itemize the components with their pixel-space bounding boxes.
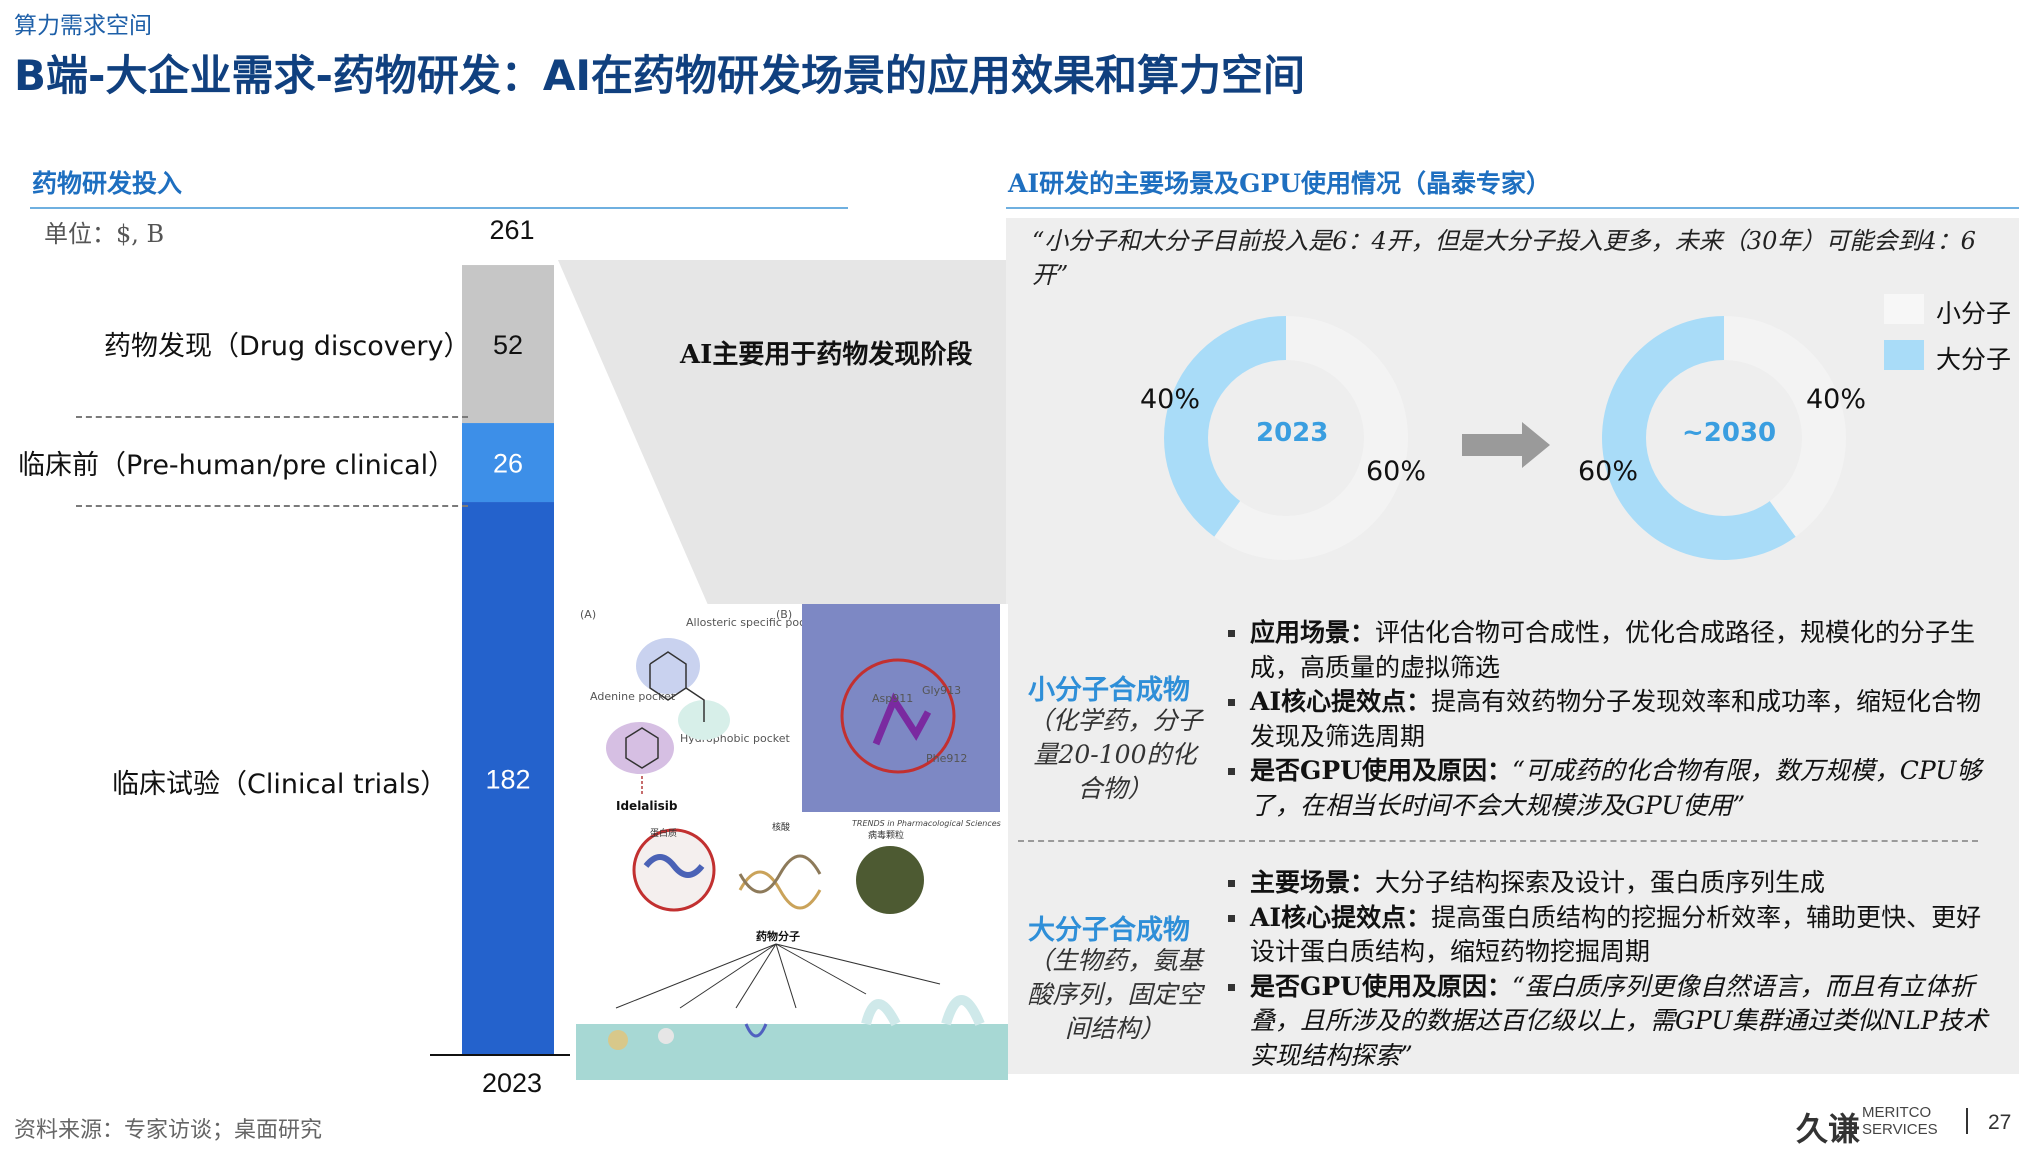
- company-logo: 久谦: [1796, 1110, 1861, 1148]
- legend-label-small: 小分子: [1936, 299, 2012, 328]
- bar-total-label: 261: [489, 220, 534, 245]
- molecule-bond: [685, 687, 705, 722]
- drug-illustration: (A) (B) Allosteric specific pocket Adeni…: [576, 604, 1008, 1080]
- bar-segment: [462, 502, 554, 1055]
- channel-protein: [744, 1023, 768, 1038]
- source-note: 资料来源：专家访谈；桌面研究: [14, 1118, 323, 1143]
- content-panel: [1006, 218, 2019, 1074]
- allosteric-pocket: [636, 638, 700, 694]
- unit-label: 单位：$, B: [44, 220, 165, 248]
- legend-swatch-small: [1884, 294, 1924, 324]
- donut-2023: [1164, 316, 1408, 560]
- journal-credit: TRENDS in Pharmacological Sciences: [852, 819, 1001, 828]
- small-molecule-title: 小分子合成物: [1028, 675, 1190, 706]
- left-section-heading: 药物研发投入: [32, 169, 183, 198]
- slice-label-small: 40%: [1806, 384, 1867, 415]
- legend-swatch-large: [1884, 340, 1924, 370]
- allosteric-label: Allosteric specific pocket: [686, 616, 823, 629]
- donut-center-label: ~2030: [1682, 418, 1777, 448]
- dna-strand: [738, 870, 822, 910]
- drug-molecule-label: 药物分子: [756, 929, 800, 943]
- donut-hole: [1646, 360, 1802, 516]
- ai-stage-label: AI主要用于药物发现阶段: [680, 340, 973, 370]
- section-tag: 算力需求空间: [14, 13, 152, 39]
- residue-label: Asp911: [872, 692, 913, 705]
- donut-2030: [1602, 316, 1846, 560]
- dna-strand: [738, 854, 822, 894]
- drug-name-label: Idelalisib: [616, 799, 678, 813]
- category-divider: [1018, 840, 1978, 842]
- bullet-item: 是否GPU使用及原因：“蛋白质序列更像自然语言，而且有立体折叠，且所涉及的数据达…: [1226, 970, 1996, 1074]
- bar-segment: [462, 265, 554, 424]
- donut-hole: [1208, 360, 1364, 516]
- virus-label: 病毒颗粒: [868, 829, 904, 841]
- bar-segment: [462, 423, 554, 503]
- binding-site-circle: [840, 658, 956, 774]
- panel-a-label: (A): [580, 608, 596, 621]
- large-molecule-subtitle: （生物药，氨基酸序列，固定空间结构）: [1027, 946, 1203, 1043]
- bar-value-label: 182: [485, 765, 530, 795]
- logo-line: SERVICES: [1862, 1121, 1938, 1138]
- legend-preclinical: 临床前（Pre-human/pre clinical）: [18, 450, 456, 481]
- protein-chain: [643, 854, 705, 878]
- page-number: 27: [1988, 1111, 2012, 1134]
- residue-label: Phe912: [926, 752, 967, 765]
- slice-label-large: 40%: [1140, 384, 1201, 415]
- small-molecule-subtitle: （化学药，分子量20-100的化合物）: [1027, 706, 1203, 803]
- right-section-heading: AI研发的主要场景及GPU使用情况（晶泰专家）: [1008, 169, 1552, 198]
- bar-value-label: 52: [493, 330, 523, 360]
- target-tree: [615, 943, 941, 1009]
- membrane-protein: [658, 1028, 674, 1044]
- adenine-label: Adenine pocket: [590, 690, 676, 703]
- nucleic-label: 核酸: [772, 821, 790, 833]
- cell-membrane: [576, 1024, 1008, 1080]
- panel-b-label: (B): [776, 608, 792, 621]
- ligand: [872, 692, 932, 746]
- company-logo-text: MERITCO SERVICES: [1862, 1104, 1938, 1138]
- bullet-item: 是否GPU使用及原因：“可成药的化合物有限，数万规模，CPU够了，在相当长时间不…: [1226, 754, 1986, 823]
- stack-bars: 182 26 52: [462, 265, 554, 1055]
- left-heading-underline: [30, 207, 848, 209]
- small-molecule-bullets: 应用场景：评估化合物可合成性，优化合成路径，规模化的分子生成，高质量的虚拟筛选 …: [1226, 616, 1986, 823]
- bullet-item: 主要场景：大分子结构探索及设计，蛋白质序列生成: [1226, 866, 1996, 901]
- slice-label-small: 60%: [1366, 456, 1427, 487]
- legend-label-large: 大分子: [1936, 345, 2012, 374]
- bullet-item: 应用场景：评估化合物可合成性，优化合成路径，规模化的分子生成，高质量的虚拟筛选: [1226, 616, 1986, 685]
- membrane-protein: [608, 1030, 628, 1050]
- x-tick-label: 2023: [482, 1068, 542, 1098]
- residue-label: Gly913: [922, 684, 961, 697]
- bullet-item: AI核心提效点：提高蛋白质结构的挖掘分析效率，辅助更快、更好设计蛋白质结构，缩短…: [1226, 901, 1996, 970]
- slice-label-large: 60%: [1578, 456, 1639, 487]
- molecule-ring: [625, 727, 659, 769]
- protein-label: 蛋白质: [650, 827, 677, 839]
- divider-dashed: [76, 416, 468, 418]
- zoom-connector: [558, 260, 1006, 605]
- expert-quote: “小分子和大分子目前投入是6：4开，但是大分子投入更多，未来（30年）可能会到4…: [1032, 227, 1976, 289]
- page-title: B端-大企业需求-药物研发：AI在药物研发场景的应用效果和算力空间: [14, 51, 1306, 100]
- divider-dashed: [76, 505, 468, 507]
- virus-particle: [856, 846, 924, 914]
- bullet-item: AI核心提效点：提高有效药物分子发现效率和成功率，缩短化合物发现及筛选周期: [1226, 685, 1986, 754]
- legend-clinical-trials: 临床试验（Clinical trials）: [112, 769, 448, 800]
- rd-investment-chart: 182 26 52 261 2023: [430, 220, 570, 1098]
- large-molecule-bullets: 主要场景：大分子结构探索及设计，蛋白质序列生成 AI核心提效点：提高蛋白质结构的…: [1226, 866, 1996, 1073]
- legend-drug-discovery: 药物发现（Drug discovery）: [104, 331, 471, 362]
- right-heading-underline: [1006, 207, 2019, 209]
- arrow-right-icon: [1462, 422, 1550, 468]
- adenine-pocket: [606, 722, 674, 774]
- bar-value-label: 26: [493, 449, 523, 479]
- logo-line: MERITCO: [1862, 1104, 1932, 1121]
- receptor-protein: [861, 995, 985, 1027]
- large-molecule-title: 大分子合成物: [1028, 915, 1190, 946]
- donut-center-label: 2023: [1256, 418, 1329, 448]
- footer-divider: [1966, 1108, 1968, 1134]
